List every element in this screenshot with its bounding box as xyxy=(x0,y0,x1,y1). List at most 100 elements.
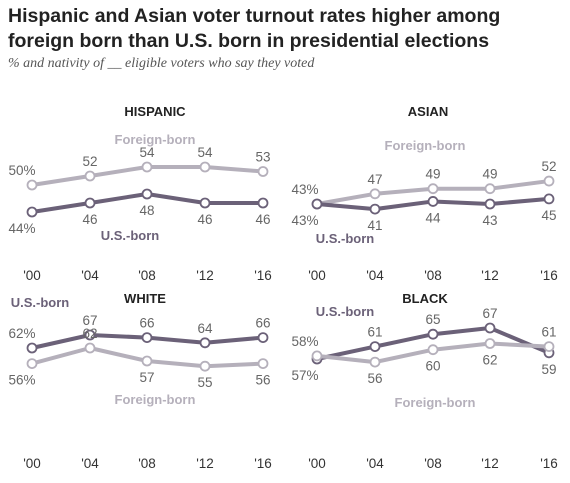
series-label-foreign-born: Foreign-born xyxy=(385,138,466,153)
series-label-u-s-born: U.S.-born xyxy=(101,228,160,243)
series-label-foreign-born: Foreign-born xyxy=(115,132,196,147)
panel-white: WHITE '00 '04 '08 '12 '16 62% 67 66 64 66 U.S.-born… xyxy=(8,291,271,471)
panel-black: BLACK '00 '04 '08 '12 '16 57% 61 65 67 59 U.S.-born… xyxy=(291,291,557,471)
data-point-foreign-born xyxy=(369,188,381,200)
data-label-u-s-born: 46 xyxy=(82,212,97,227)
x-tick-label: '00 xyxy=(23,456,41,471)
data-point-foreign-born xyxy=(543,341,555,353)
data-point-foreign-born xyxy=(257,166,269,177)
data-label-foreign-born: 43% xyxy=(291,182,318,197)
data-point-foreign-born xyxy=(427,344,439,356)
data-label-foreign-born: 52 xyxy=(82,154,97,169)
x-tick-label: '08 xyxy=(424,456,442,471)
data-label-foreign-born: 47 xyxy=(367,172,382,187)
panel-title-black: BLACK xyxy=(402,291,448,306)
data-label-foreign-born: 53 xyxy=(255,150,270,165)
data-point-foreign-born xyxy=(311,350,323,362)
data-label-u-s-born: 67 xyxy=(82,313,97,328)
x-tick-label: '04 xyxy=(366,268,384,283)
data-point-u-s-born xyxy=(84,197,96,209)
data-point-foreign-born xyxy=(199,360,211,372)
series-label-foreign-born: Foreign-born xyxy=(395,395,476,410)
series-label-u-s-born: U.S.-born xyxy=(316,304,375,319)
data-point-foreign-born xyxy=(84,342,96,354)
data-point-foreign-born xyxy=(427,183,439,195)
data-label-foreign-born: 54 xyxy=(197,145,213,160)
x-tick-label: '08 xyxy=(424,268,442,283)
x-tick-label: '00 xyxy=(23,268,41,283)
data-label-foreign-born: 56 xyxy=(255,373,270,388)
data-point-u-s-born xyxy=(311,198,323,210)
panel-title-hispanic: HISPANIC xyxy=(124,104,186,119)
data-label-u-s-born: 66 xyxy=(255,316,270,331)
data-label-foreign-born: 57 xyxy=(139,370,154,385)
data-point-u-s-born xyxy=(257,332,269,344)
x-tick-label: '16 xyxy=(254,456,272,471)
panel-asian: ASIAN '00 '04 '08 '12 '16 43% 47 49 49 52 Foreign-b… xyxy=(291,104,557,283)
data-point-u-s-born xyxy=(543,193,555,205)
data-label-u-s-born: 57% xyxy=(291,368,318,383)
data-point-u-s-born xyxy=(84,329,96,341)
x-tick-label: '04 xyxy=(366,456,384,471)
data-label-u-s-born: 64 xyxy=(197,321,213,336)
data-point-foreign-born xyxy=(369,356,381,368)
x-tick-label: '16 xyxy=(254,268,272,283)
x-tick-label: '04 xyxy=(81,268,99,283)
data-label-u-s-born: 44% xyxy=(8,221,35,236)
data-label-foreign-born: 61 xyxy=(541,325,556,340)
data-label-foreign-born: 60 xyxy=(425,359,440,374)
x-tick-label: '12 xyxy=(196,268,214,283)
series-label-u-s-born: U.S.-born xyxy=(316,231,375,246)
data-label-foreign-born: 56% xyxy=(8,373,35,388)
data-point-foreign-born xyxy=(543,175,555,187)
data-label-u-s-born: 46 xyxy=(255,212,270,227)
data-point-u-s-born xyxy=(427,328,439,340)
data-point-foreign-born xyxy=(26,358,38,370)
data-label-foreign-born: 62 xyxy=(82,326,97,341)
data-point-u-s-born xyxy=(257,197,269,209)
data-label-foreign-born: 49 xyxy=(482,167,497,182)
panel-title-white: WHITE xyxy=(124,291,166,306)
data-point-foreign-born xyxy=(84,170,96,182)
x-tick-label: '16 xyxy=(540,268,558,283)
chart-title: Hispanic and Asian voter turnout rates h… xyxy=(8,5,501,52)
x-tick-label: '16 xyxy=(540,456,558,471)
data-label-u-s-born: 65 xyxy=(425,312,440,327)
x-tick-label: '08 xyxy=(138,268,156,283)
data-point-u-s-born xyxy=(369,341,381,353)
data-label-u-s-born: 45 xyxy=(541,208,556,223)
data-point-u-s-born xyxy=(141,188,153,200)
chart-subtitle: % and nativity of __ eligible voters who… xyxy=(8,56,315,71)
data-label-u-s-born: 48 xyxy=(139,203,154,218)
x-tick-label: '12 xyxy=(481,456,499,471)
series-label-u-s-born: U.S.-born xyxy=(11,295,70,310)
data-point-u-s-born xyxy=(199,337,211,349)
data-point-u-s-born xyxy=(427,196,439,207)
data-label-foreign-born: 50% xyxy=(8,163,35,178)
x-tick-label: '08 xyxy=(138,456,156,471)
data-point-u-s-born xyxy=(26,206,38,218)
data-label-foreign-born: 54 xyxy=(139,145,155,160)
x-tick-label: '04 xyxy=(81,456,99,471)
data-point-u-s-born xyxy=(484,322,496,334)
x-tick-label: '12 xyxy=(196,456,214,471)
panel-title-asian: ASIAN xyxy=(408,104,448,119)
data-label-foreign-born: 62 xyxy=(482,353,497,368)
data-point-foreign-born xyxy=(257,358,269,370)
data-point-foreign-born xyxy=(484,338,496,349)
data-label-u-s-born: 41 xyxy=(367,218,382,233)
panel-hispanic: HISPANIC '00 '04 '08 '12 '16 50% 52 54 54 53 Foreig… xyxy=(8,104,271,283)
data-label-u-s-born: 61 xyxy=(367,325,382,340)
data-label-u-s-born: 46 xyxy=(197,212,212,227)
data-label-foreign-born: 49 xyxy=(425,167,440,182)
data-point-u-s-born xyxy=(484,198,496,210)
data-point-foreign-born xyxy=(484,183,496,195)
data-point-foreign-born xyxy=(141,355,153,367)
data-point-u-s-born xyxy=(369,203,381,215)
data-label-u-s-born: 43 xyxy=(482,213,497,228)
data-label-u-s-born: 44 xyxy=(425,210,441,225)
data-label-u-s-born: 62% xyxy=(8,326,35,341)
data-label-u-s-born: 67 xyxy=(482,306,497,321)
data-point-foreign-born xyxy=(26,179,38,191)
